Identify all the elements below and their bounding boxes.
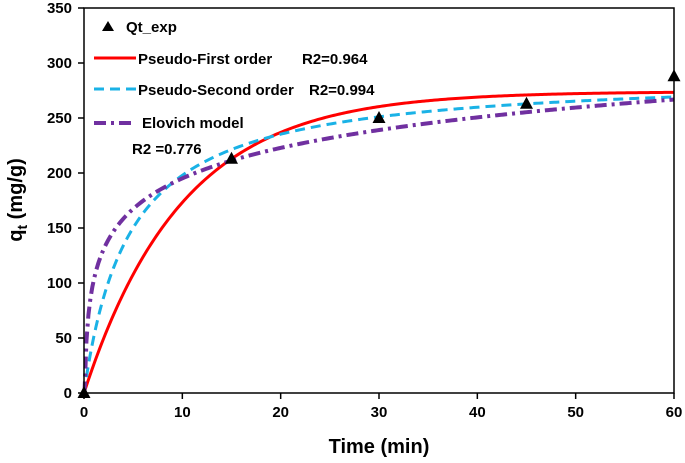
y-tick-label-200: 200 <box>47 165 72 182</box>
y-axis-title-unit: (mg/g) <box>5 158 27 225</box>
axis-ticks: 0 10 20 30 40 50 60 0 50 100 150 200 250 300 350 <box>47 0 682 421</box>
y-axis-title: qt (mg/g) <box>5 158 30 242</box>
y-tick-label-300: 300 <box>47 55 72 72</box>
legend-marker-experimental <box>102 21 114 31</box>
y-tick-label-0: 0 <box>64 385 72 402</box>
legend-entry-elovich: Elovich model R2 =0.776 <box>94 115 244 158</box>
x-tick-label-0: 0 <box>80 404 88 421</box>
legend-entry-pfo: Pseudo-First order R2=0.964 <box>94 51 368 68</box>
y-axis-title-main: q <box>5 230 27 242</box>
y-tick-label-150: 150 <box>47 220 72 237</box>
experimental-point-1 <box>225 151 238 164</box>
x-tick-label-60: 60 <box>666 404 683 421</box>
legend-label-experimental: Qt_exp <box>126 19 177 36</box>
legend-entry-experimental: Qt_exp <box>102 19 177 36</box>
experimental-points <box>77 69 681 398</box>
legend-label-pfo: Pseudo-First order <box>138 51 272 68</box>
y-tick-label-50: 50 <box>55 330 72 347</box>
experimental-point-2 <box>372 111 386 123</box>
y-tick-label-100: 100 <box>47 275 72 292</box>
x-tick-label-10: 10 <box>174 404 191 421</box>
y-axis-title-sub: t <box>14 225 30 230</box>
experimental-point-3 <box>520 96 533 109</box>
legend: Qt_exp Pseudo-First order R2=0.964 Pseud… <box>94 19 375 158</box>
x-axis-title: Time (min) <box>329 436 430 458</box>
y-tick-label-350: 350 <box>47 0 72 17</box>
legend-r2-elovich: R2 =0.776 <box>132 141 202 158</box>
x-tick-label-20: 20 <box>272 404 289 421</box>
x-tick-label-30: 30 <box>371 404 388 421</box>
legend-r2-pfo: R2=0.964 <box>302 51 368 68</box>
series-line-pfo <box>82 90 675 394</box>
series-line-elovich <box>82 97 675 395</box>
legend-label-elovich: Elovich model <box>142 115 244 132</box>
x-tick-label-40: 40 <box>469 404 486 421</box>
x-tick-label-50: 50 <box>567 404 584 421</box>
legend-r2-pso: R2=0.994 <box>309 82 375 99</box>
series-layer <box>82 90 675 395</box>
legend-entry-pso: Pseudo-Second order R2=0.994 <box>94 82 375 99</box>
y-tick-label-250: 250 <box>47 110 72 127</box>
legend-label-pso: Pseudo-Second order <box>138 82 294 99</box>
